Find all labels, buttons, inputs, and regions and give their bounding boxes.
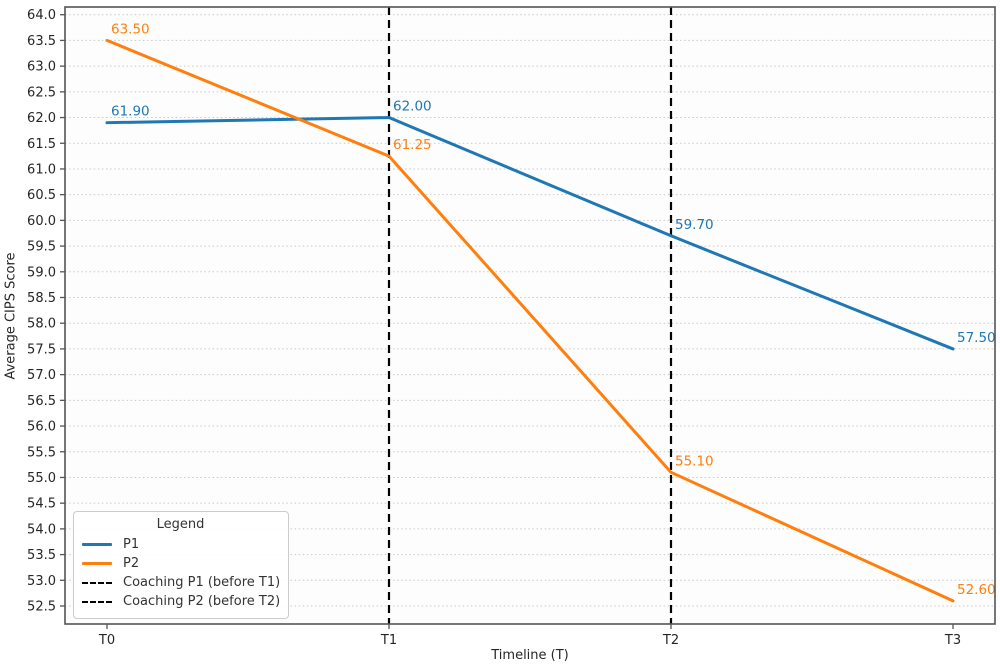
y-tick-label: 55.5	[27, 445, 56, 460]
y-tick-label: 56.0	[27, 420, 56, 435]
legend-label: P1	[123, 537, 140, 552]
x-tick-label: T2	[662, 633, 679, 648]
y-tick-label: 55.0	[27, 471, 56, 486]
y-tick-label: 62.0	[27, 111, 56, 126]
data-label-p2: 55.10	[675, 453, 714, 469]
y-tick-label: 60.5	[27, 188, 56, 203]
data-label-p1: 57.50	[957, 330, 996, 346]
y-axis-label: Average CIPS Score	[3, 252, 19, 380]
y-tick-label: 63.5	[27, 34, 56, 49]
y-tick-label: 61.0	[27, 162, 56, 177]
legend-entry: P1	[82, 535, 279, 554]
axes-border	[64, 6, 996, 625]
legend-entry: P2	[82, 554, 279, 573]
x-tick-label: T1	[380, 633, 397, 648]
legend-entry: Coaching P2 (before T2)	[82, 592, 281, 611]
y-tick-label: 57.0	[27, 368, 56, 383]
data-label-p1: 61.90	[111, 104, 150, 120]
x-tick-label: T0	[98, 633, 115, 648]
y-tick-label: 57.5	[27, 342, 56, 357]
y-tick-label: 54.5	[27, 497, 56, 512]
y-tick-label: 58.5	[27, 291, 56, 306]
legend-label: P2	[123, 556, 140, 571]
legend-entry: Coaching P1 (before T1)	[82, 573, 281, 592]
data-label-p2: 61.25	[393, 137, 432, 153]
y-tick-label: 58.0	[27, 317, 56, 332]
legend-sample-1	[82, 562, 112, 565]
y-tick-label: 63.0	[27, 60, 56, 75]
data-label-p1: 62.00	[393, 99, 432, 115]
legend-label: Coaching P2 (before T2)	[123, 594, 281, 609]
y-tick-label: 53.5	[27, 548, 56, 563]
y-tick-label: 60.0	[27, 214, 56, 229]
legend-sample-2	[82, 581, 112, 584]
legend: Legend P1 P2 Coaching P1 (before T1) Coa…	[73, 511, 289, 619]
y-tick-label: 52.5	[27, 600, 56, 615]
x-tick-label: T3	[944, 633, 961, 648]
y-tick-label: 62.5	[27, 85, 56, 100]
data-label-p1: 59.70	[675, 217, 714, 233]
data-label-p2: 63.50	[111, 21, 150, 37]
series-line-p2	[105, 38, 955, 603]
x-axis-label: Timeline (T)	[491, 648, 569, 663]
legend-label: Coaching P1 (before T1)	[123, 575, 281, 590]
y-tick-label: 59.0	[27, 265, 56, 280]
legend-sample-3	[82, 600, 112, 603]
y-tick-label: 64.0	[27, 8, 56, 23]
y-tick-label: 59.5	[27, 240, 56, 255]
series-line-p1	[105, 116, 955, 351]
y-tick-label: 54.0	[27, 522, 56, 537]
data-label-p2: 52.60	[957, 582, 996, 598]
y-tick-label: 56.5	[27, 394, 56, 409]
legend-title: Legend	[156, 517, 205, 532]
y-tick-label: 61.5	[27, 137, 56, 152]
y-tick-label: 53.0	[27, 574, 56, 589]
legend-sample-0	[82, 543, 112, 546]
